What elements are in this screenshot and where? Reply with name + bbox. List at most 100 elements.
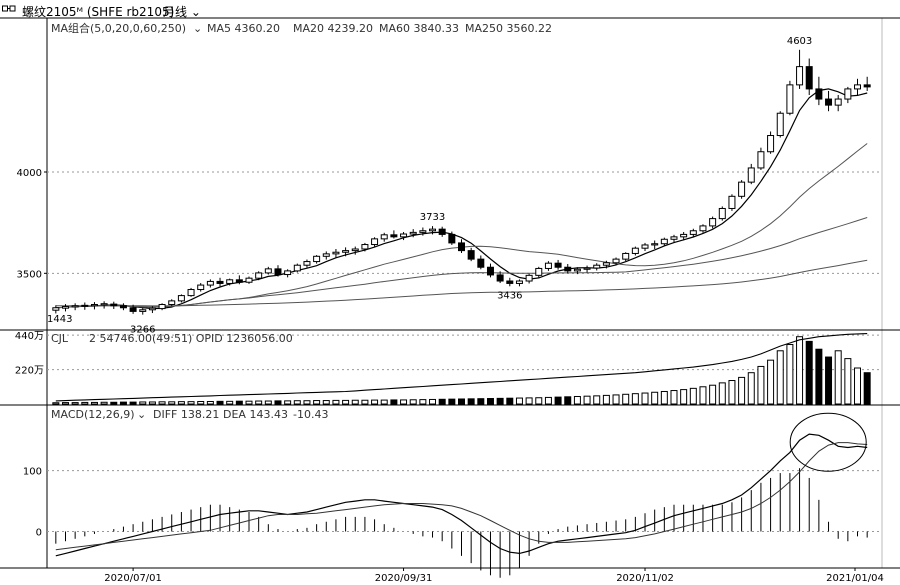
candle-body <box>61 306 69 309</box>
candlestick <box>380 232 388 242</box>
volume-bar <box>757 365 765 405</box>
candlestick <box>90 302 98 310</box>
volume-bar <box>351 399 359 405</box>
volume-bar <box>61 402 69 405</box>
candle-body <box>139 309 147 312</box>
volume-bar <box>776 350 784 405</box>
volume-bar <box>342 399 350 405</box>
volume-bar <box>593 395 601 405</box>
candle-body <box>486 266 494 276</box>
candle-body <box>622 252 630 260</box>
candle-body <box>747 167 755 183</box>
candlestick <box>119 303 127 311</box>
volume-bar <box>515 397 523 405</box>
candle-body <box>834 98 842 106</box>
candle-body <box>515 280 523 284</box>
candlestick <box>776 111 784 138</box>
candlestick <box>226 278 234 286</box>
cjl-indicator-label: CJL <box>51 332 69 345</box>
volume-bar <box>235 400 243 405</box>
candle-body <box>148 307 156 311</box>
volume-bar <box>612 394 620 405</box>
chevron-down-icon: ⌄ <box>193 22 202 35</box>
volume-bar <box>264 400 272 405</box>
candlestick <box>593 263 601 271</box>
candle-body <box>728 195 736 209</box>
macd-legend-item: -10.43 <box>293 408 328 421</box>
candlestick <box>747 163 755 185</box>
title-bar: 螺纹2105ᴹ (SHFE rb2105) 月线 ⌄ <box>0 0 900 20</box>
volume-bar <box>651 391 659 405</box>
candle-body <box>361 244 369 250</box>
candlestick <box>293 263 301 273</box>
candlestick <box>805 58 813 95</box>
price-annotation: 1443 <box>47 314 72 325</box>
volume-bar <box>622 393 630 405</box>
macd-legend-item: DEA 143.43 <box>223 408 288 421</box>
volume-bar <box>554 396 562 405</box>
candlestick <box>554 259 562 270</box>
volume-bar <box>245 400 253 405</box>
price-annotation: 3436 <box>497 290 522 301</box>
candlestick <box>506 277 514 287</box>
candlestick <box>738 180 746 199</box>
price-annotation: 3733 <box>420 212 445 223</box>
candle-body <box>245 277 253 283</box>
candlestick <box>206 279 214 288</box>
volume-bar <box>602 394 610 405</box>
candle-body <box>535 267 543 276</box>
y-tick-label: 3500 <box>17 269 42 280</box>
candle-body <box>90 304 98 307</box>
volume-bar <box>805 340 813 405</box>
candlestick <box>544 261 552 271</box>
candlestick <box>699 224 707 233</box>
volume-bar <box>863 372 871 405</box>
candle-body <box>767 135 775 153</box>
candlestick <box>796 49 804 89</box>
candlestick <box>303 259 311 268</box>
candle-body <box>197 284 205 291</box>
candle-body <box>477 258 485 268</box>
candlestick <box>52 305 60 314</box>
candle-body <box>52 307 60 311</box>
volume-bar <box>148 401 156 405</box>
candlestick <box>602 260 610 269</box>
volume-bar <box>767 359 775 405</box>
volume-bar <box>486 398 494 405</box>
volume-bar <box>631 393 639 405</box>
legend-ma5: MA5 4360.20 <box>207 22 280 35</box>
candle-body <box>177 295 185 302</box>
candlestick <box>129 304 137 314</box>
period-label: 月线 <box>163 5 188 19</box>
candlestick <box>728 194 736 211</box>
candle-body <box>844 88 852 100</box>
candle-body <box>660 238 668 245</box>
volume-bar <box>274 400 282 405</box>
volume-bar <box>709 384 717 405</box>
candle-body <box>284 270 292 276</box>
candlestick <box>622 252 630 262</box>
x-date-label: 2020/11/02 <box>616 573 674 584</box>
ma20-line <box>55 143 868 309</box>
candle-body <box>216 280 224 284</box>
candle-body <box>264 268 272 274</box>
volume-bar <box>332 399 340 405</box>
candlestick <box>264 266 272 275</box>
volume-bar <box>303 400 311 405</box>
volume-bar <box>689 387 697 405</box>
candlestick <box>400 231 408 241</box>
volume-bar <box>380 399 388 405</box>
candle-body <box>293 264 301 272</box>
candlestick <box>187 287 195 297</box>
candlestick <box>322 251 330 260</box>
period-selector[interactable]: 月线 ⌄ <box>163 3 201 20</box>
y-tick-label: 4000 <box>17 168 42 179</box>
volume-bar <box>583 395 591 405</box>
candlestick <box>100 301 108 309</box>
candlestick <box>419 227 427 236</box>
candle-body <box>458 242 465 252</box>
x-date-label: 2021/01/04 <box>826 573 884 584</box>
candle-body <box>274 268 282 276</box>
candle-body <box>429 228 437 232</box>
